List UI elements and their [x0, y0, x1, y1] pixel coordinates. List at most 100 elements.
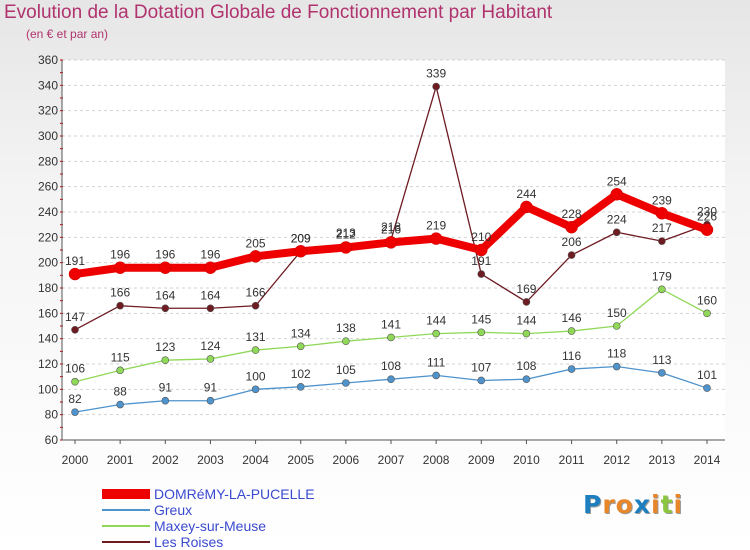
- chart-title: Evolution de la Dotation Globale de Fonc…: [4, 2, 553, 23]
- x-tick-label: 2001: [107, 453, 134, 467]
- data-point: [249, 250, 262, 263]
- logo-letter: x: [633, 490, 651, 519]
- y-tick-label: 100: [38, 382, 58, 396]
- data-label: 230: [697, 205, 717, 219]
- data-label: 107: [471, 360, 491, 374]
- data-point: [432, 371, 440, 380]
- data-label: 210: [471, 230, 491, 244]
- data-label: 82: [68, 392, 82, 406]
- x-tick-label: 2005: [287, 453, 314, 467]
- x-tick-label: 2002: [152, 453, 179, 467]
- x-tick-label: 2006: [333, 453, 360, 467]
- data-label: 166: [246, 286, 266, 300]
- data-point: [475, 243, 488, 257]
- data-point: [658, 285, 666, 294]
- chart-subtitle: (en € et par an): [26, 27, 109, 41]
- data-point: [612, 228, 621, 237]
- y-tick-label: 180: [38, 281, 58, 295]
- data-label: 115: [111, 350, 130, 364]
- data-label: 131: [246, 330, 266, 344]
- data-label: 209: [291, 231, 311, 245]
- data-point: [71, 377, 79, 386]
- data-label: 339: [426, 67, 446, 81]
- data-point: [432, 82, 440, 91]
- data-point: [296, 382, 305, 391]
- data-point: [251, 301, 260, 310]
- data-label: 108: [516, 359, 536, 373]
- data-label: 166: [110, 286, 130, 300]
- x-tick-label: 2008: [423, 453, 450, 467]
- y-tick-label: 280: [38, 154, 58, 168]
- y-tick-label: 200: [38, 256, 58, 270]
- x-tick-label: 2010: [513, 453, 540, 467]
- data-point: [71, 408, 79, 416]
- logo-letter: i: [651, 490, 661, 519]
- proxiti-logo: Proxiti: [583, 490, 683, 519]
- y-tick-label: 260: [38, 180, 58, 194]
- y-tick-label: 140: [38, 332, 58, 346]
- data-point: [296, 342, 305, 351]
- data-point: [161, 304, 170, 313]
- data-point: [204, 261, 217, 274]
- y-tick-label: 340: [38, 78, 58, 92]
- data-label: 146: [562, 311, 582, 325]
- data-label: 217: [652, 221, 672, 235]
- legend-label: DOMRéMY-LA-PUCELLE: [154, 486, 315, 502]
- logo-letter: o: [615, 490, 634, 519]
- y-tick-label: 160: [38, 306, 58, 320]
- data-point: [206, 355, 215, 363]
- data-point: [429, 232, 443, 245]
- data-point: [432, 329, 440, 338]
- data-point: [477, 376, 486, 385]
- data-point: [116, 366, 124, 375]
- data-label: 145: [471, 312, 491, 326]
- data-label: 100: [246, 369, 266, 383]
- data-point: [612, 322, 621, 330]
- logo-letter: r: [602, 490, 616, 519]
- y-tick-label: 60: [45, 433, 59, 447]
- legend-swatch: [102, 509, 150, 511]
- data-label: 134: [291, 326, 311, 340]
- data-point: [387, 333, 395, 342]
- data-label: 226: [697, 210, 717, 224]
- x-tick-label: 2012: [603, 453, 630, 467]
- data-label: 150: [607, 306, 627, 320]
- x-tick-label: 2007: [378, 453, 405, 467]
- logo-letter: P: [583, 490, 603, 519]
- data-point: [161, 396, 170, 405]
- data-point: [703, 309, 711, 318]
- legend-label: Maxey-sur-Meuse: [154, 518, 267, 534]
- logo-letter: t: [660, 490, 674, 519]
- data-label: 228: [562, 207, 582, 221]
- data-label: 138: [336, 321, 356, 335]
- data-label: 196: [155, 248, 175, 262]
- data-label: 212: [336, 227, 356, 241]
- data-point: [342, 337, 350, 346]
- data-point: [522, 298, 531, 306]
- y-tick-label: 220: [38, 230, 58, 244]
- y-tick-label: 360: [38, 53, 58, 67]
- legend-swatch: [102, 541, 150, 543]
- data-point: [565, 220, 578, 234]
- data-point: [658, 369, 666, 377]
- data-label: 206: [562, 235, 582, 249]
- data-point: [113, 261, 127, 274]
- line-chart: 60 80 100 120 140 160 180 200 220 240 260 280 300 320…: [38, 53, 725, 467]
- data-point: [206, 396, 215, 405]
- data-point: [159, 261, 172, 274]
- data-label: 164: [200, 288, 220, 302]
- legend-label: Les Roises: [154, 534, 224, 550]
- data-label: 219: [426, 219, 446, 233]
- data-label: 118: [607, 347, 626, 361]
- data-label: 213: [336, 226, 356, 240]
- data-point: [477, 328, 486, 337]
- data-label: 123: [155, 340, 175, 354]
- data-point: [251, 385, 260, 394]
- x-tick-label: 2014: [694, 453, 721, 467]
- data-label: 116: [562, 349, 581, 363]
- data-point: [339, 241, 353, 254]
- legend-label: Greux: [154, 502, 193, 518]
- data-label: 91: [204, 381, 218, 395]
- data-label: 105: [336, 363, 356, 377]
- data-label: 144: [516, 314, 536, 328]
